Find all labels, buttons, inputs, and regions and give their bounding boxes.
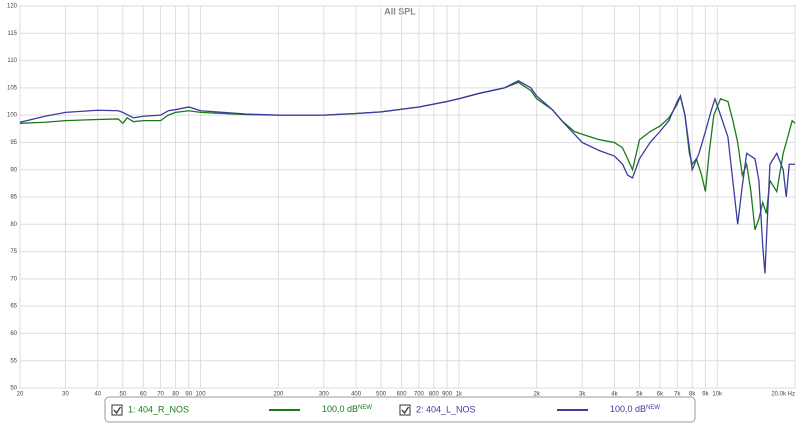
- x-tick-label: 40: [94, 392, 101, 398]
- legend-tag: NEW: [646, 405, 660, 411]
- y-tick-label: 55: [10, 358, 17, 364]
- y-tick-label: 115: [7, 31, 17, 37]
- series-line: [19, 80, 795, 274]
- y-tick-label: 65: [10, 304, 17, 310]
- y-tick-label: 60: [10, 331, 17, 337]
- x-tick-label: 3k: [579, 392, 586, 398]
- y-tick-label: 70: [10, 276, 17, 282]
- x-tick-label: 900: [442, 392, 453, 398]
- y-tick-label: 100: [7, 113, 18, 119]
- legend-value-text: 100,0 dB: [610, 404, 646, 414]
- x-tick-label: 4k: [611, 392, 618, 398]
- x-tick-label: 600: [397, 392, 408, 398]
- legend-label: 2: 404_L_NOS: [416, 404, 476, 414]
- y-tick-label: 90: [10, 167, 17, 173]
- x-tick-label: 8k: [689, 392, 696, 398]
- series-line: [19, 81, 796, 230]
- y-tick-label: 85: [10, 195, 17, 201]
- x-tick-label: 30: [62, 392, 69, 398]
- x-tick-label: 9k: [702, 392, 709, 398]
- x-tick-label: 700: [414, 392, 425, 398]
- x-tick-label: 6k: [657, 392, 664, 398]
- x-tick-label: 400: [351, 392, 362, 398]
- x-tick-label: 10k: [712, 392, 723, 398]
- legend-checkbox: [399, 404, 411, 416]
- legend-checkmark: [113, 406, 122, 415]
- x-tick-label: 60: [140, 392, 147, 398]
- x-tick-label: 1k: [456, 392, 463, 398]
- chart-title: All SPL: [384, 6, 416, 16]
- x-tick-label: 100: [196, 392, 207, 398]
- y-tick-label: 75: [10, 249, 17, 255]
- x-tick-label: 300: [319, 392, 330, 398]
- x-tick-label: 20.0k Hz: [771, 392, 795, 398]
- x-tick-label: 90: [185, 392, 192, 398]
- x-tick-label: 2k: [533, 392, 540, 398]
- x-tick-label: 80: [172, 392, 179, 398]
- legend-tag: NEW: [358, 405, 372, 411]
- y-tick-label: 95: [10, 140, 17, 146]
- x-tick-label: 20: [17, 392, 24, 398]
- legend-checkbox: [111, 404, 123, 416]
- x-tick-label: 500: [376, 392, 387, 398]
- legend-value-text: 100,0 dB: [322, 404, 358, 414]
- legend-label: 1: 404_R_NOS: [128, 404, 189, 414]
- legend-checkmark: [401, 406, 410, 415]
- x-tick-label: 200: [273, 392, 284, 398]
- x-tick-label: 50: [119, 392, 126, 398]
- x-tick-label: 800: [429, 392, 440, 398]
- legend-value: 100,0 dBNEW: [322, 404, 372, 414]
- x-tick-label: 5k: [636, 392, 643, 398]
- legend-value: 100,0 dBNEW: [610, 404, 660, 414]
- x-tick-label: 70: [157, 392, 164, 398]
- y-tick-label: 80: [10, 222, 17, 228]
- y-tick-label: 120: [7, 4, 18, 10]
- x-tick-label: 7k: [674, 392, 681, 398]
- y-tick-label: 110: [7, 58, 17, 64]
- y-tick-label: 105: [7, 85, 18, 91]
- y-tick-label: 50: [10, 386, 17, 392]
